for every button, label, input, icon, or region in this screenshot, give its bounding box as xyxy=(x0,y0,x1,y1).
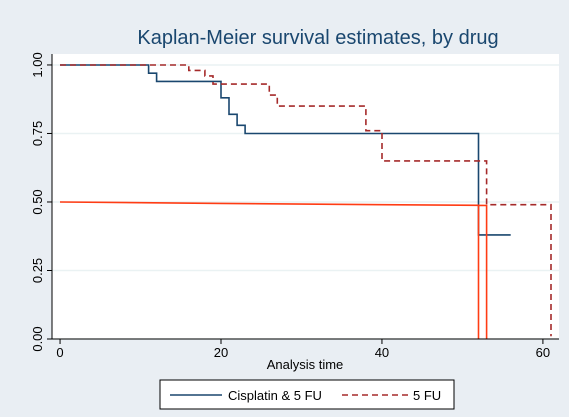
y-tick-label-0: 0.00 xyxy=(30,326,45,351)
series-line-1 xyxy=(60,64,552,337)
y-tick-label-1: 0.25 xyxy=(30,258,45,283)
x-tick-label-2: 40 xyxy=(375,345,389,360)
axes: 0.00 0.25 0.50 0.75 1.00 0 20 40 60 xyxy=(30,52,559,360)
chart-title: Kaplan-Meier survival estimates, by drug xyxy=(137,27,498,49)
x-tick-label-0: 0 xyxy=(56,345,63,360)
y-tick-label-3: 0.75 xyxy=(30,121,45,146)
x-axis-title: Analysis time xyxy=(267,357,344,372)
series-layer xyxy=(59,64,552,339)
plot-area xyxy=(52,54,559,339)
y-tick-label-2: 0.50 xyxy=(30,189,45,214)
legend-label-cisplatin: Cisplatin & 5 FU xyxy=(228,388,322,403)
x-tick-label-3: 60 xyxy=(536,345,550,360)
legend: Cisplatin & 5 FU 5 FU xyxy=(159,379,455,410)
legend-label-5fu: 5 FU xyxy=(413,388,441,403)
series-line-0 xyxy=(60,64,511,236)
x-tick-label-1: 20 xyxy=(214,345,228,360)
series-line-2 xyxy=(59,201,488,339)
y-tick-label-4: 1.00 xyxy=(30,52,45,77)
